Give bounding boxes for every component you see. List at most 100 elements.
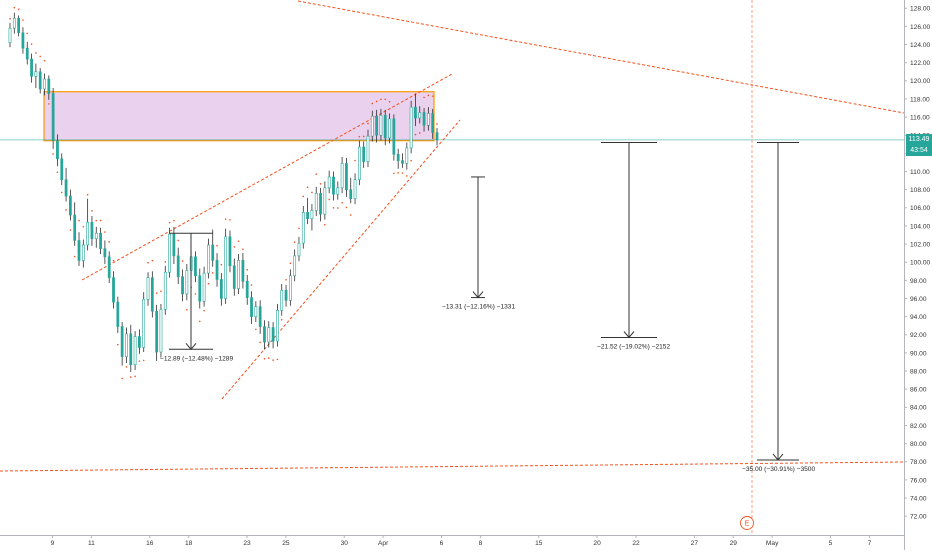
candle-down[interactable]: [250, 297, 253, 317]
candle-up[interactable]: [86, 222, 90, 246]
candle-up[interactable]: [297, 242, 301, 257]
candle-down[interactable]: [383, 114, 387, 139]
candle-down[interactable]: [271, 327, 275, 342]
candle-up[interactable]: [370, 115, 374, 137]
candle-down[interactable]: [138, 336, 141, 348]
candle-up[interactable]: [409, 106, 413, 149]
candle-down[interactable]: [362, 146, 366, 162]
candle-up[interactable]: [336, 187, 340, 195]
candle-down[interactable]: [172, 233, 176, 257]
candle-down[interactable]: [77, 240, 81, 261]
candle-down[interactable]: [176, 255, 180, 278]
candle-down[interactable]: [120, 326, 124, 357]
candle-down[interactable]: [90, 222, 94, 239]
candle-up[interactable]: [43, 78, 46, 90]
candle-up[interactable]: [159, 309, 163, 353]
candle-down[interactable]: [228, 236, 232, 267]
candle-down[interactable]: [194, 256, 197, 277]
candle-down[interactable]: [21, 32, 25, 49]
candle-up[interactable]: [224, 236, 228, 299]
candle-down[interactable]: [73, 214, 77, 241]
candle-down[interactable]: [56, 140, 59, 160]
candle-up[interactable]: [310, 210, 314, 219]
candle-down[interactable]: [51, 93, 55, 141]
candle-down[interactable]: [431, 113, 435, 133]
candle-down[interactable]: [25, 47, 29, 60]
candle-up[interactable]: [202, 272, 206, 302]
candle-down[interactable]: [99, 232, 102, 249]
candle-up[interactable]: [426, 113, 430, 126]
candle-down[interactable]: [245, 280, 249, 298]
candle-up[interactable]: [125, 333, 128, 357]
long-term-support-trendline[interactable]: [0, 461, 905, 472]
candle-down[interactable]: [414, 106, 417, 119]
candle-up[interactable]: [340, 163, 344, 189]
candle-down[interactable]: [349, 189, 353, 200]
candle-up[interactable]: [8, 27, 12, 44]
candle-down[interactable]: [103, 248, 107, 258]
candle-down[interactable]: [396, 153, 400, 161]
candle-down[interactable]: [345, 163, 348, 190]
candle-down[interactable]: [116, 301, 120, 327]
candle-up[interactable]: [366, 135, 370, 162]
candle-up[interactable]: [163, 271, 167, 310]
candle-up[interactable]: [168, 233, 171, 273]
candle-down[interactable]: [107, 256, 111, 278]
candle-down[interactable]: [306, 212, 309, 219]
candle-up[interactable]: [357, 146, 361, 180]
candle-down[interactable]: [129, 333, 133, 366]
candle-up[interactable]: [237, 260, 240, 289]
candle-down[interactable]: [219, 279, 223, 299]
candle-down[interactable]: [69, 195, 72, 216]
candle-up[interactable]: [280, 290, 284, 311]
candle-down[interactable]: [215, 260, 219, 280]
candle-up[interactable]: [267, 327, 271, 343]
candle-down[interactable]: [241, 260, 245, 282]
candle-up[interactable]: [142, 299, 146, 348]
earnings-marker[interactable]: [740, 516, 754, 530]
candle-down[interactable]: [17, 17, 21, 34]
candle-down[interactable]: [284, 290, 288, 301]
candle-up[interactable]: [388, 118, 391, 139]
candle-up[interactable]: [207, 244, 210, 274]
candle-up[interactable]: [288, 275, 292, 301]
candle-down[interactable]: [401, 160, 404, 164]
candle-down[interactable]: [155, 310, 159, 353]
candle-up[interactable]: [12, 17, 16, 29]
candle-up[interactable]: [185, 270, 189, 295]
candle-up[interactable]: [314, 192, 318, 211]
candle-down[interactable]: [392, 118, 396, 155]
candle-down[interactable]: [30, 58, 33, 77]
candle-up[interactable]: [418, 112, 422, 119]
candle-down[interactable]: [375, 115, 378, 136]
candle-up[interactable]: [301, 212, 305, 244]
candle-up[interactable]: [133, 336, 137, 366]
candle-up[interactable]: [146, 277, 150, 300]
candle-down[interactable]: [47, 78, 51, 94]
candle-up[interactable]: [405, 147, 409, 164]
candle-down[interactable]: [38, 71, 42, 90]
candle-down[interactable]: [112, 277, 115, 303]
candle-down[interactable]: [150, 277, 154, 312]
candle-up[interactable]: [34, 71, 38, 77]
candle-down[interactable]: [181, 276, 184, 295]
candle-down[interactable]: [198, 275, 202, 302]
wedge-lower-trendline[interactable]: [221, 119, 461, 400]
candle-down[interactable]: [211, 244, 215, 261]
candle-up[interactable]: [327, 176, 331, 189]
candle-up[interactable]: [323, 187, 327, 215]
candle-up[interactable]: [379, 114, 383, 136]
long-term-resistance-trendline[interactable]: [297, 0, 905, 114]
candle-down[interactable]: [258, 306, 262, 327]
wedge-upper-trendline[interactable]: [81, 73, 453, 281]
candle-down[interactable]: [60, 158, 64, 180]
candle-down[interactable]: [232, 265, 236, 289]
candle-up[interactable]: [276, 309, 279, 342]
candle-down[interactable]: [263, 326, 266, 343]
candle-up[interactable]: [353, 179, 357, 200]
candle-up[interactable]: [254, 306, 258, 317]
candle-down[interactable]: [422, 112, 426, 126]
candle-up[interactable]: [293, 255, 297, 277]
